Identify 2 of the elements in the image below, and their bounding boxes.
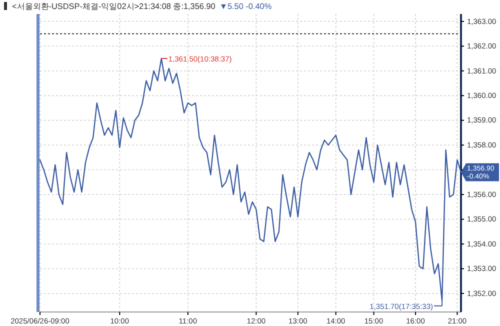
chart-title: <서울외환-USDSP-체결-익일02시>21:34:08 종:1,356.90	[12, 2, 216, 11]
chart-subtitle: ▼5.50 -0.40%	[219, 2, 272, 11]
